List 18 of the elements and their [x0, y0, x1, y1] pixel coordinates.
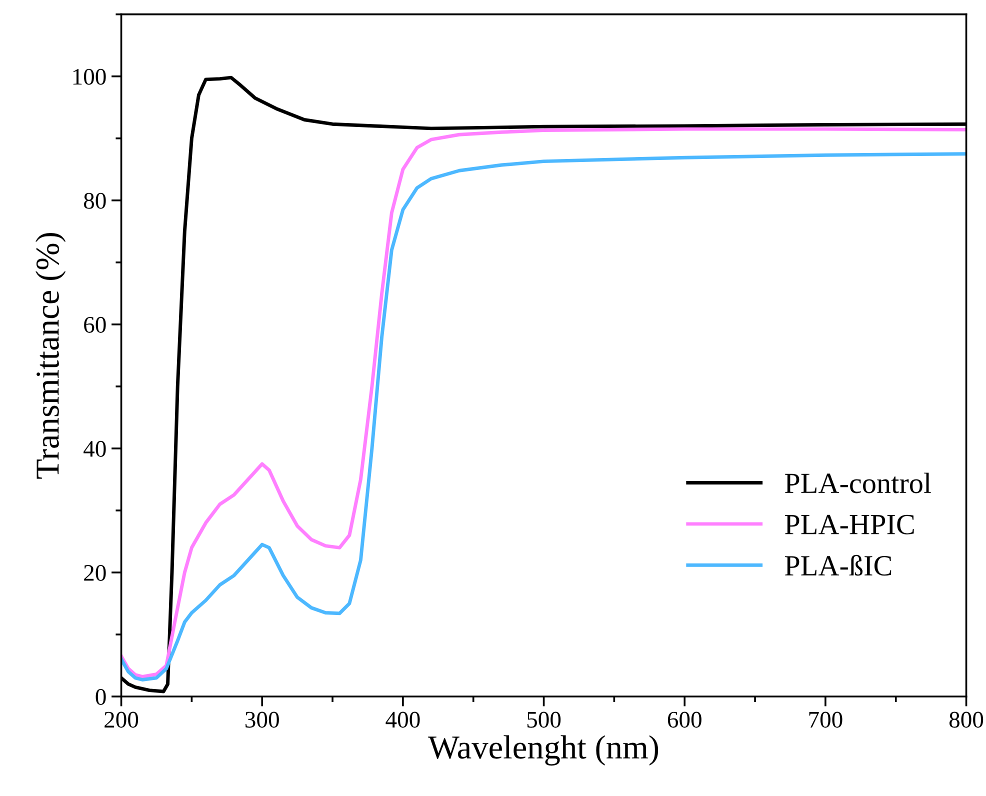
legend-label: PLA-HPIC: [784, 514, 914, 534]
x-tick-label: 600: [668, 712, 702, 728]
x-tick-label: 800: [949, 712, 984, 728]
y-tick-label: 100: [73, 68, 106, 85]
legend-label: PLA-ßIC: [784, 554, 892, 576]
x-tick-label: 700: [809, 712, 842, 728]
y-tick-label: 80: [84, 192, 106, 209]
y-tick-label: 0: [96, 688, 106, 705]
y-tick-label: 60: [84, 316, 106, 333]
x-tick-label: 200: [104, 712, 138, 728]
y-axis-title: Transmittance (%): [35, 232, 66, 479]
x-axis-title: Wavelenght (nm): [428, 735, 658, 766]
x-tick-label: 300: [246, 712, 279, 728]
y-tick-label: 20: [84, 564, 106, 581]
legend-label: PLA-control: [784, 472, 931, 494]
x-tick-label: 400: [386, 712, 420, 728]
y-tick-label: 40: [84, 440, 106, 457]
x-tick-label: 500: [527, 712, 561, 728]
